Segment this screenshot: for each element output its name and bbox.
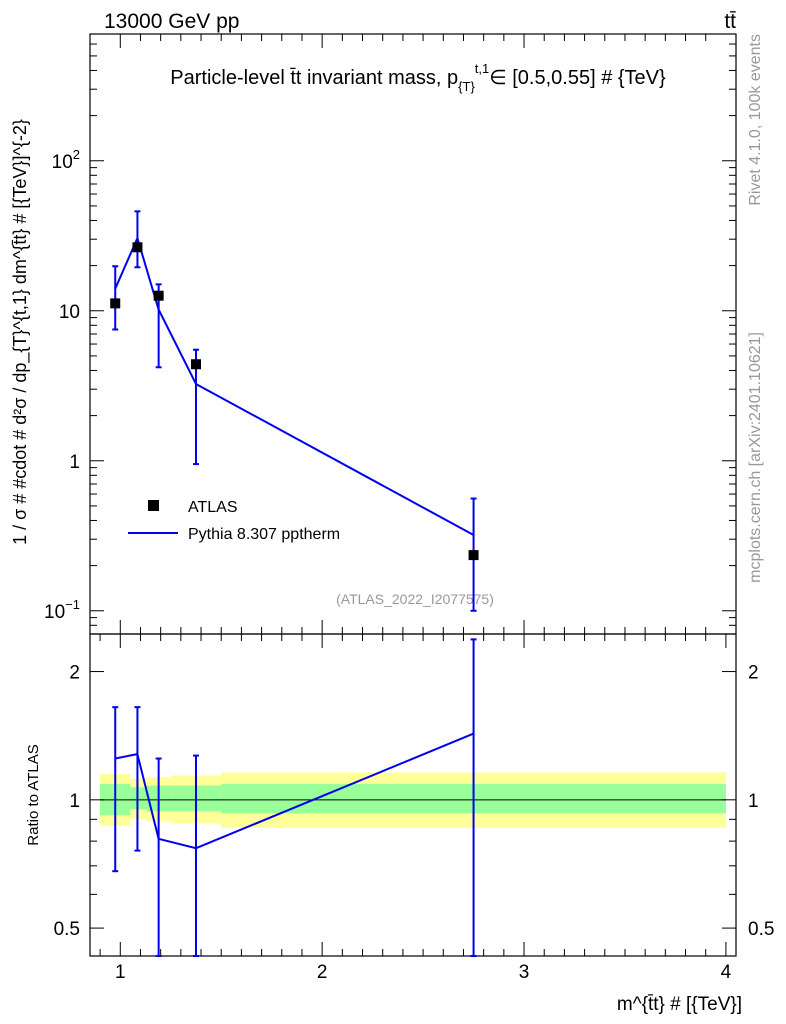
ratio-panel: 0.5 0.5 1 1 2 2 1 2 3 4 Ratio to ATLAS m^{t̄t} # …	[25, 633, 774, 1015]
watermark: (ATLAS_2022_I2077575)	[336, 591, 494, 607]
pythia-line	[114, 235, 475, 536]
ratio-xtick-label: 2	[317, 962, 328, 983]
legend: ATLAS Pythia 8.307 pptherm	[128, 499, 340, 543]
ratio-ytick-label-right: 1	[748, 791, 759, 812]
legend-marker-atlas	[148, 500, 159, 511]
ratio-ytick-label-right: 2	[748, 663, 759, 684]
main-ytick-label-base: 1	[69, 452, 80, 473]
main-ytick-label-exp: −1	[65, 597, 80, 612]
legend-label-atlas: ATLAS	[188, 499, 238, 516]
main-ytick-label: 10−1	[44, 597, 80, 623]
ratio-xtick-label: 3	[519, 962, 530, 983]
main-ytick-label: 10	[59, 302, 80, 323]
ratio-line	[115, 732, 474, 850]
main-ytick-label: 102	[52, 147, 80, 173]
title-tail: ∈ [0.5,0.55] # {TeV}	[489, 67, 666, 89]
ratio-axis-ticks: 0.5 0.5 1 1 2 2 1 2 3 4	[54, 634, 774, 983]
ratio-frame	[89, 633, 737, 957]
main-ytick-label-exp: 2	[73, 147, 80, 162]
title-superscript: t,1	[475, 61, 489, 76]
ratio-bands	[100, 772, 726, 828]
rivet-label: Rivet 4.1.0, 100k events	[747, 34, 764, 206]
atlas-point	[132, 242, 143, 253]
atlas-point	[110, 298, 121, 309]
ratio-ytick-label-left: 0.5	[54, 919, 80, 940]
ratio-marks	[112, 638, 477, 957]
ratio-ytick-label-left: 1	[69, 791, 80, 812]
mcplots-label: mcplots.cern.ch [arXiv:2401.10621]	[747, 332, 764, 583]
ratio-band-inner	[130, 787, 147, 810]
ratio-xlabel: m^{t̄t} # [{TeV}]	[617, 994, 742, 1015]
atlas-point	[190, 359, 201, 370]
ratio-xtick-label: 4	[721, 962, 732, 983]
header-left: 13000 GeV pp	[104, 10, 239, 33]
main-ylabel: 1 / σ # #cdot # d²σ / dp_{T}^{t,1} dm^{t…	[10, 119, 31, 545]
main-ytick-label-base: 10	[59, 302, 80, 323]
atlas-point	[468, 550, 479, 561]
ratio-ytick-label-left: 2	[69, 663, 80, 684]
main-ytick-label: 1	[69, 452, 80, 473]
main-frame	[89, 33, 737, 635]
main-ytick-label-base: 10	[52, 152, 73, 173]
ratio-ylabel: Ratio to ATLAS	[25, 744, 42, 845]
ratio-ytick-label-right: 0.5	[748, 919, 774, 940]
title-subscript: {T}	[458, 79, 475, 94]
title-main: Particle-level t̄t invariant mass, p	[170, 67, 458, 89]
main-marks	[110, 210, 479, 612]
legend-label-pythia: Pythia 8.307 pptherm	[188, 526, 340, 543]
header-right: tt̄	[724, 10, 736, 33]
main-ytick-label-base: 10	[44, 602, 65, 623]
atlas-point	[153, 290, 164, 301]
ratio-xtick-label: 1	[115, 962, 126, 983]
main-title: Particle-level t̄t invariant mass, p{T}t…	[170, 61, 666, 94]
